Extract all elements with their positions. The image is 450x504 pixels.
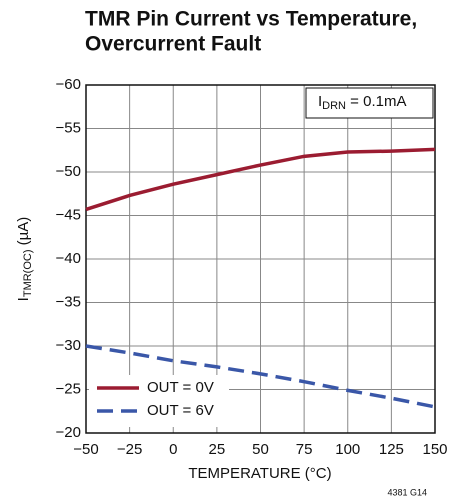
x-axis-label: TEMPERATURE (°C) (188, 465, 331, 482)
series-line (85, 147, 436, 212)
annotation: IDRN = 0.1mA (318, 93, 406, 112)
x-tick-label: 25 (209, 441, 226, 458)
y-tick-label: −25 (56, 380, 81, 397)
x-tick-label: 125 (379, 441, 404, 458)
x-tick-label: 50 (252, 441, 269, 458)
legend-label: OUT = 6V (147, 402, 214, 419)
x-tick-label: 100 (335, 441, 360, 458)
chart-title: TMR Pin Current vs Temperature, (85, 8, 417, 31)
legend-box (89, 375, 229, 427)
footnote: 4381 G14 (387, 487, 427, 497)
x-tick-label: −50 (73, 441, 98, 458)
y-label-sub: TMR(OC) (22, 249, 34, 297)
y-tick-label: −30 (56, 337, 81, 354)
x-tick-label: 75 (296, 441, 313, 458)
y-label-rest: (µA) (15, 217, 32, 250)
series-line (85, 344, 436, 409)
y-tick-label: −60 (56, 76, 81, 93)
plot-border (85, 84, 436, 434)
annotation-box (305, 87, 434, 119)
y-label-main: I (15, 297, 32, 301)
x-tick-label: −25 (117, 441, 142, 458)
y-tick-label: −45 (56, 206, 81, 223)
y-axis-label: ITMR(OC) (µA) (15, 217, 34, 302)
y-tick-label: −20 (56, 424, 81, 441)
y-tick-label: −50 (56, 163, 81, 180)
x-tick-label: 150 (422, 441, 447, 458)
chart-title: Overcurrent Fault (85, 33, 261, 56)
annotation-main: I (318, 93, 322, 110)
annotation-rest: = 0.1mA (346, 93, 406, 110)
y-tick-label: −35 (56, 293, 81, 310)
y-tick-label: −55 (56, 119, 81, 136)
annotation-sub: DRN (322, 100, 346, 112)
legend-label: OUT = 0V (147, 379, 214, 396)
y-tick-label: −40 (56, 250, 81, 267)
x-tick-label: 0 (169, 441, 177, 458)
